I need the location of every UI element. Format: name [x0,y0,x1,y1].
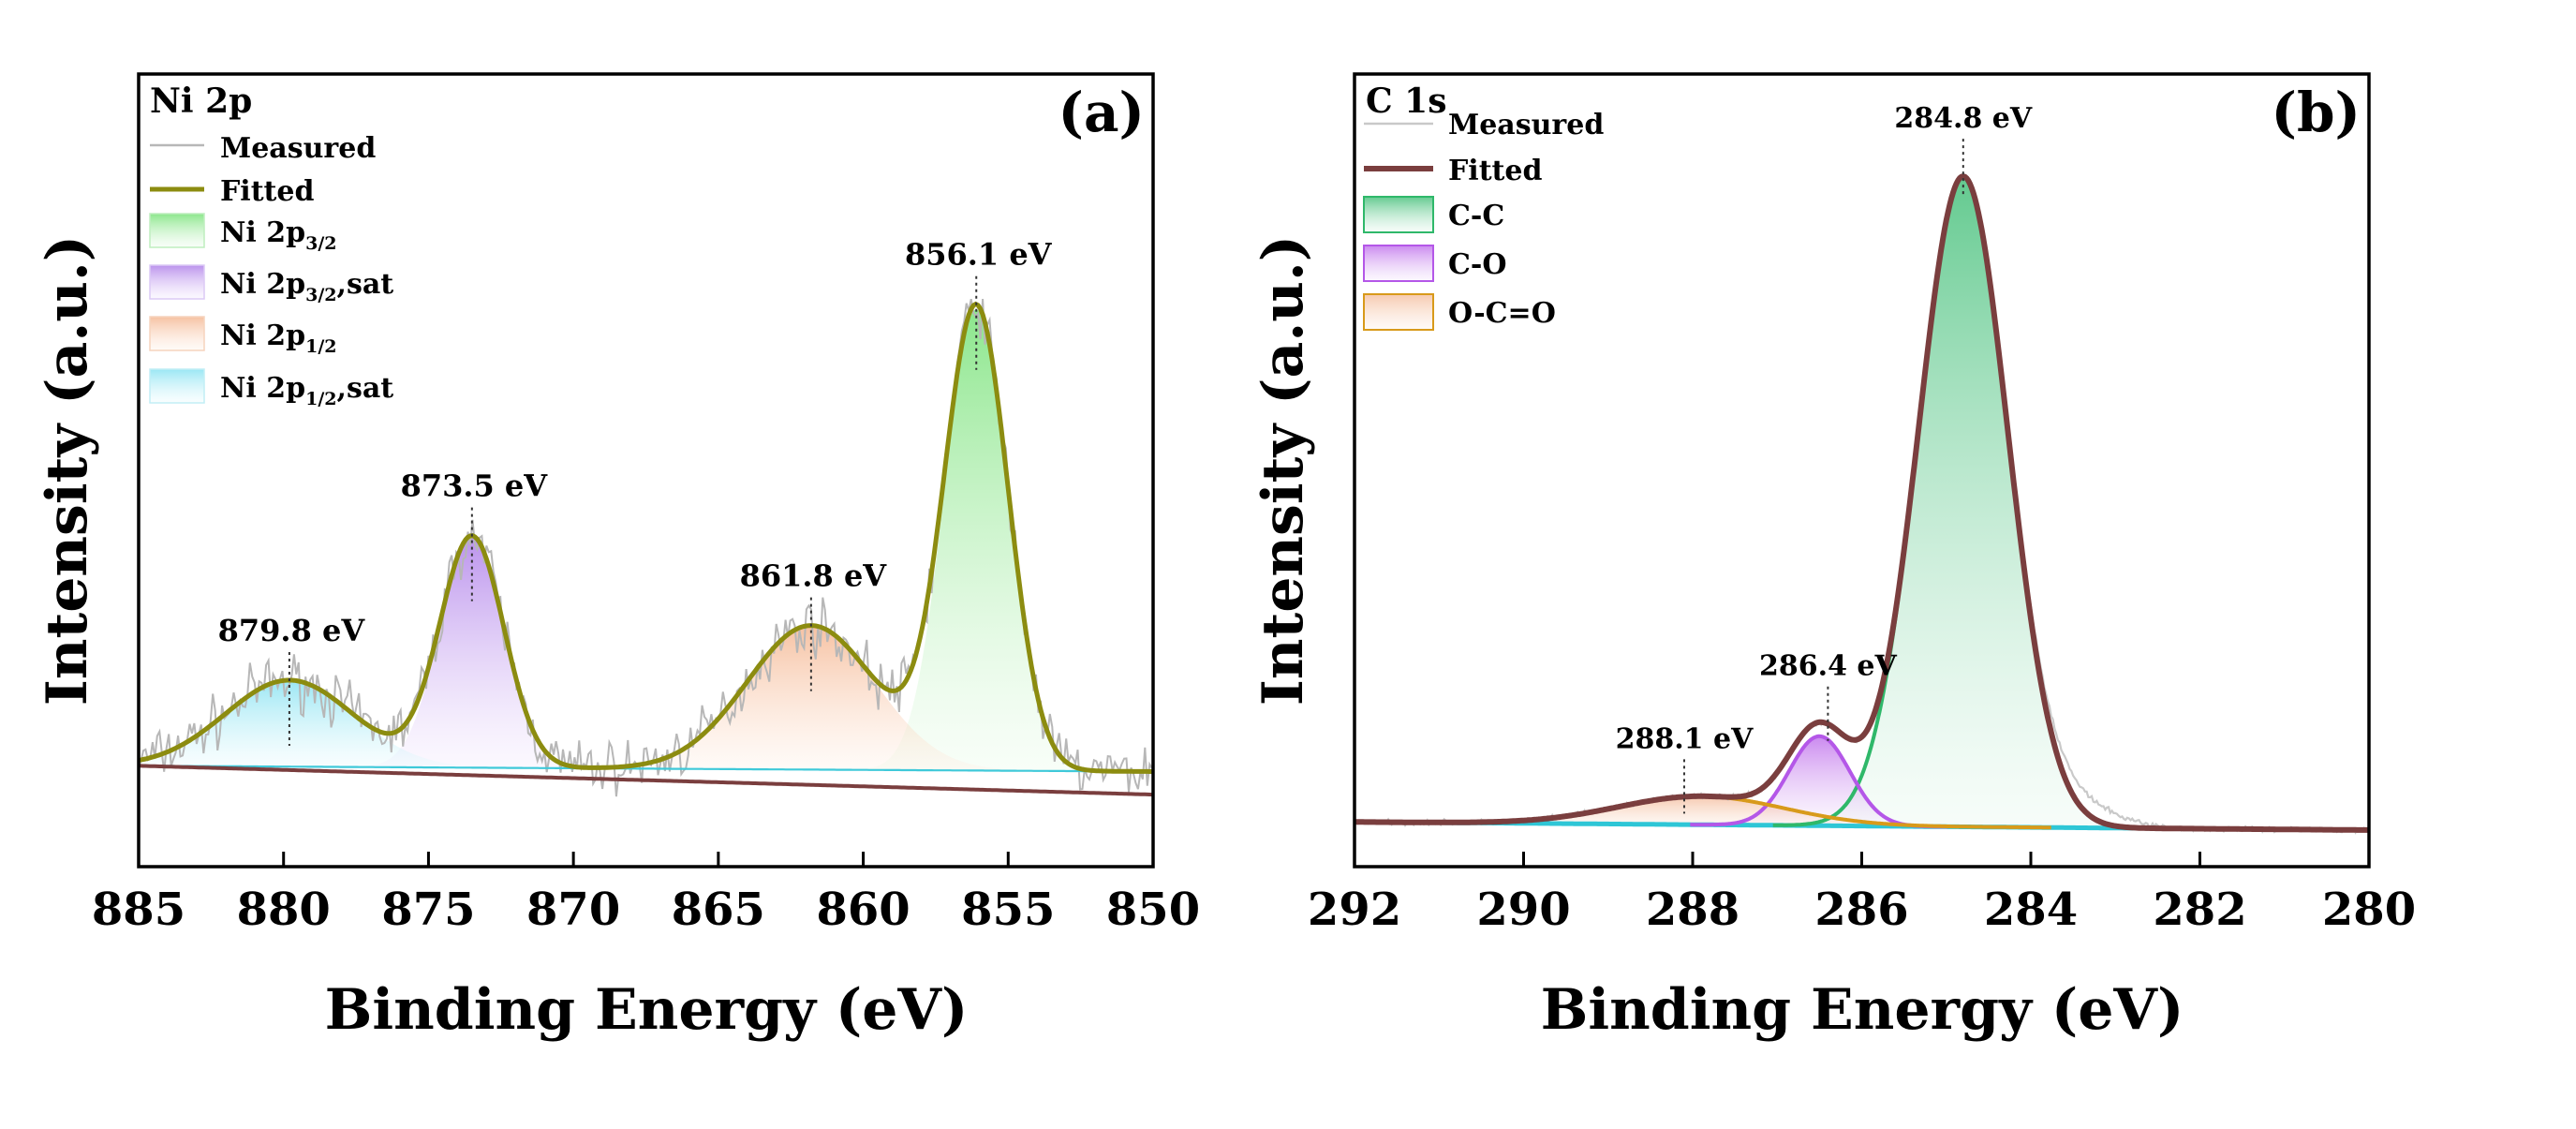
x-axis-ticks-b: 292 290 288 286 284 282 280 [1308,852,2416,936]
legend-ni2p12sat-swatch [149,368,205,404]
legend-cc-label: C-C [1448,200,1504,232]
peak-label-b-0: 284.8 eV [1894,102,2032,135]
x-axis-ticks-a: 885 880 875 870 865 860 855 850 [92,852,1200,936]
x-b-tick-label-290: 290 [1476,884,1570,936]
panel-label-b: (b) [2272,81,2361,144]
legend-cc-swatch [1363,196,1434,233]
fitted-envelope-b [1355,172,2369,833]
legend-fitted-label-b: Fitted [1448,155,1542,187]
panel-b-c1s: 284.8 eV 286.4 eV 288.1 eV 292 290 288 286 284… [1251,72,2416,1043]
x-axis-label-b: Binding Energy (eV) [1541,977,2184,1043]
legend-measured-label-b: Measured [1448,109,1604,141]
plot-frame-b [1353,72,2371,869]
peak-label-a-3: 879.8 eV [218,613,366,648]
component-fill-b-2 [1355,795,2051,828]
y-axis-label-b: Intensity (a.u.) [1251,235,1316,706]
component-fill-a-0 [855,309,1097,772]
legend-fitted-label-a: Fitted [220,175,314,208]
component-fill-a-3 [139,680,531,768]
legend-b: Measured Fitted C-C C-O O-C=O [1363,109,1604,331]
legend-oco-label: O-C=O [1448,297,1556,330]
x-a-tick-label-855: 855 [961,884,1055,936]
legend-measured-label-a: Measured [220,132,376,165]
legend-oco-swatch [1363,293,1434,331]
x-b-tick-label-292: 292 [1308,884,1401,936]
x-b-tick-label-284: 284 [1984,884,2078,936]
x-b-tick-label-286: 286 [1814,884,1908,936]
legend-ni2p32-swatch [149,213,205,248]
peak-marker-lines-a [288,275,978,746]
legend-ni2p32sat-swatch [149,264,205,300]
legend-co-label: C-O [1448,248,1506,281]
legend-a: Measured Fitted Ni 2p3/2 Ni 2p3/2,sat Ni… [149,132,393,409]
x-a-tick-label-850: 850 [1106,884,1200,936]
measured-spectrum-a [139,299,1153,797]
legend-ni2p12-swatch [149,316,205,351]
legend-ni2p32sat-label: Ni 2p3/2,sat [220,268,393,305]
legend-ni2p12sat-label: Ni 2p1/2,sat [220,372,393,409]
x-a-tick-label-880: 880 [237,884,331,936]
peak-label-a-1: 861.8 eV [740,558,888,594]
component-fills-b [1355,176,2154,829]
component-fills-a [139,309,1097,772]
component-fill-a-1 [570,625,1053,771]
peak-label-a-0: 856.1 eV [905,237,1053,273]
plot-frame-a [137,72,1155,869]
component-fill-b-1 [1690,735,1949,827]
x-a-tick-label-865: 865 [672,884,765,936]
x-b-tick-label-280: 280 [2322,884,2416,936]
fitted-envelope-a [139,301,1152,774]
peak-annotations-a: 856.1 eV 861.8 eV 873.5 eV 879.8 eV [218,237,1053,648]
x-axis-label-a: Binding Energy (eV) [325,977,969,1043]
x-a-tick-label-860: 860 [816,884,910,936]
legend-co-swatch [1363,245,1434,282]
background-line-a [139,764,1152,797]
x-a-tick-label-870: 870 [526,884,620,936]
peak-marker-lines-b [1682,139,1964,814]
peak-annotations-b: 284.8 eV 286.4 eV 288.1 eV [1616,102,2033,755]
panel-title-b: C 1s [1366,82,1447,121]
peak-label-a-2: 873.5 eV [401,468,549,504]
legend-ni2p12-label: Ni 2p1/2 [220,319,337,357]
shirley-background-a [139,765,1152,773]
y-axis-label-a: Intensity (a.u.) [35,235,100,706]
component-fill-b-0 [1772,176,2154,829]
x-b-tick-label-282: 282 [2153,884,2246,936]
x-a-tick-label-875: 875 [381,884,475,936]
panel-title-a: Ni 2p [150,82,252,121]
component-fill-a-2 [351,537,593,769]
x-b-tick-label-288: 288 [1646,884,1740,936]
x-a-tick-label-885: 885 [92,884,185,936]
peak-label-b-1: 286.4 eV [1759,650,1897,683]
legend-ni2p32-label: Ni 2p3/2 [220,216,337,254]
peak-label-b-2: 288.1 eV [1616,722,1754,755]
panel-label-a: (a) [1059,81,1145,144]
